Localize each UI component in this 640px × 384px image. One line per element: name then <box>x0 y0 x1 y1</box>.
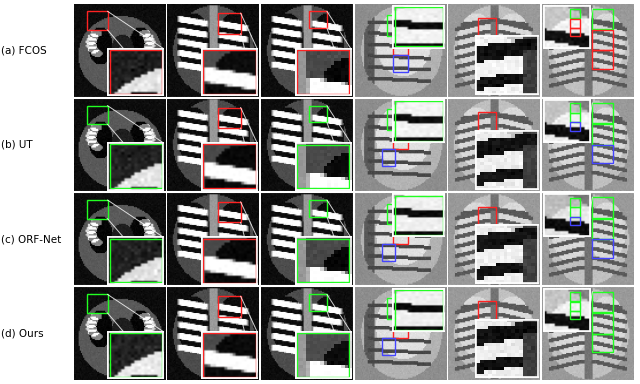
Bar <box>477 134 494 152</box>
Bar <box>202 237 257 284</box>
Bar <box>593 313 612 334</box>
Bar <box>593 291 612 312</box>
Bar <box>593 103 612 123</box>
Text: (c) ORF-Net: (c) ORF-Net <box>1 234 61 244</box>
Bar <box>476 131 538 189</box>
Bar <box>476 225 538 283</box>
Bar <box>218 13 241 34</box>
Bar <box>477 18 496 38</box>
Bar <box>593 145 612 164</box>
Bar <box>477 322 494 341</box>
Bar <box>88 200 108 218</box>
Bar <box>218 108 241 128</box>
Bar <box>202 332 257 378</box>
Bar <box>296 237 351 284</box>
Bar <box>393 319 408 338</box>
Bar <box>544 6 589 48</box>
Bar <box>308 106 327 122</box>
Bar <box>218 296 241 317</box>
Bar <box>88 11 108 30</box>
Bar <box>393 6 444 48</box>
Bar <box>218 202 241 222</box>
Bar <box>477 228 494 247</box>
Bar <box>593 334 612 352</box>
Bar <box>296 49 351 95</box>
Bar <box>544 289 589 331</box>
Bar <box>296 332 351 378</box>
Bar <box>477 207 496 227</box>
Bar <box>382 338 395 355</box>
Bar <box>202 49 257 95</box>
Bar <box>477 301 496 321</box>
Bar <box>544 100 589 142</box>
Bar <box>477 247 494 263</box>
Bar <box>296 143 351 190</box>
Bar <box>544 194 589 237</box>
Bar <box>387 204 403 224</box>
Bar <box>477 152 494 169</box>
Bar <box>393 131 408 149</box>
Bar <box>88 106 108 124</box>
Bar <box>477 58 494 74</box>
Bar <box>387 109 403 130</box>
Bar <box>382 244 395 261</box>
Bar <box>593 50 612 69</box>
Bar <box>393 100 444 142</box>
Bar <box>593 239 612 258</box>
Text: (a) FCOS: (a) FCOS <box>1 45 47 55</box>
Bar <box>393 225 408 244</box>
Bar <box>108 49 163 95</box>
Bar <box>477 112 496 133</box>
Bar <box>108 332 163 378</box>
Bar <box>393 55 408 72</box>
Bar <box>88 295 108 313</box>
Bar <box>393 36 408 55</box>
Bar <box>593 197 612 218</box>
Bar <box>108 237 163 284</box>
Bar <box>393 194 444 237</box>
Bar <box>476 36 538 94</box>
Bar <box>593 30 612 50</box>
Text: (d) Ours: (d) Ours <box>1 329 44 339</box>
Bar <box>476 319 538 377</box>
Bar <box>108 143 163 190</box>
Bar <box>308 200 327 217</box>
Bar <box>387 15 403 36</box>
Bar <box>393 289 444 331</box>
Text: (b) UT: (b) UT <box>1 140 33 150</box>
Bar <box>308 295 327 311</box>
Bar <box>593 124 612 145</box>
Bar <box>593 218 612 239</box>
Bar <box>593 8 612 29</box>
Bar <box>202 143 257 190</box>
Bar <box>382 149 395 166</box>
Bar <box>387 298 403 319</box>
Bar <box>477 39 494 58</box>
Bar <box>477 341 494 358</box>
Bar <box>308 11 327 28</box>
